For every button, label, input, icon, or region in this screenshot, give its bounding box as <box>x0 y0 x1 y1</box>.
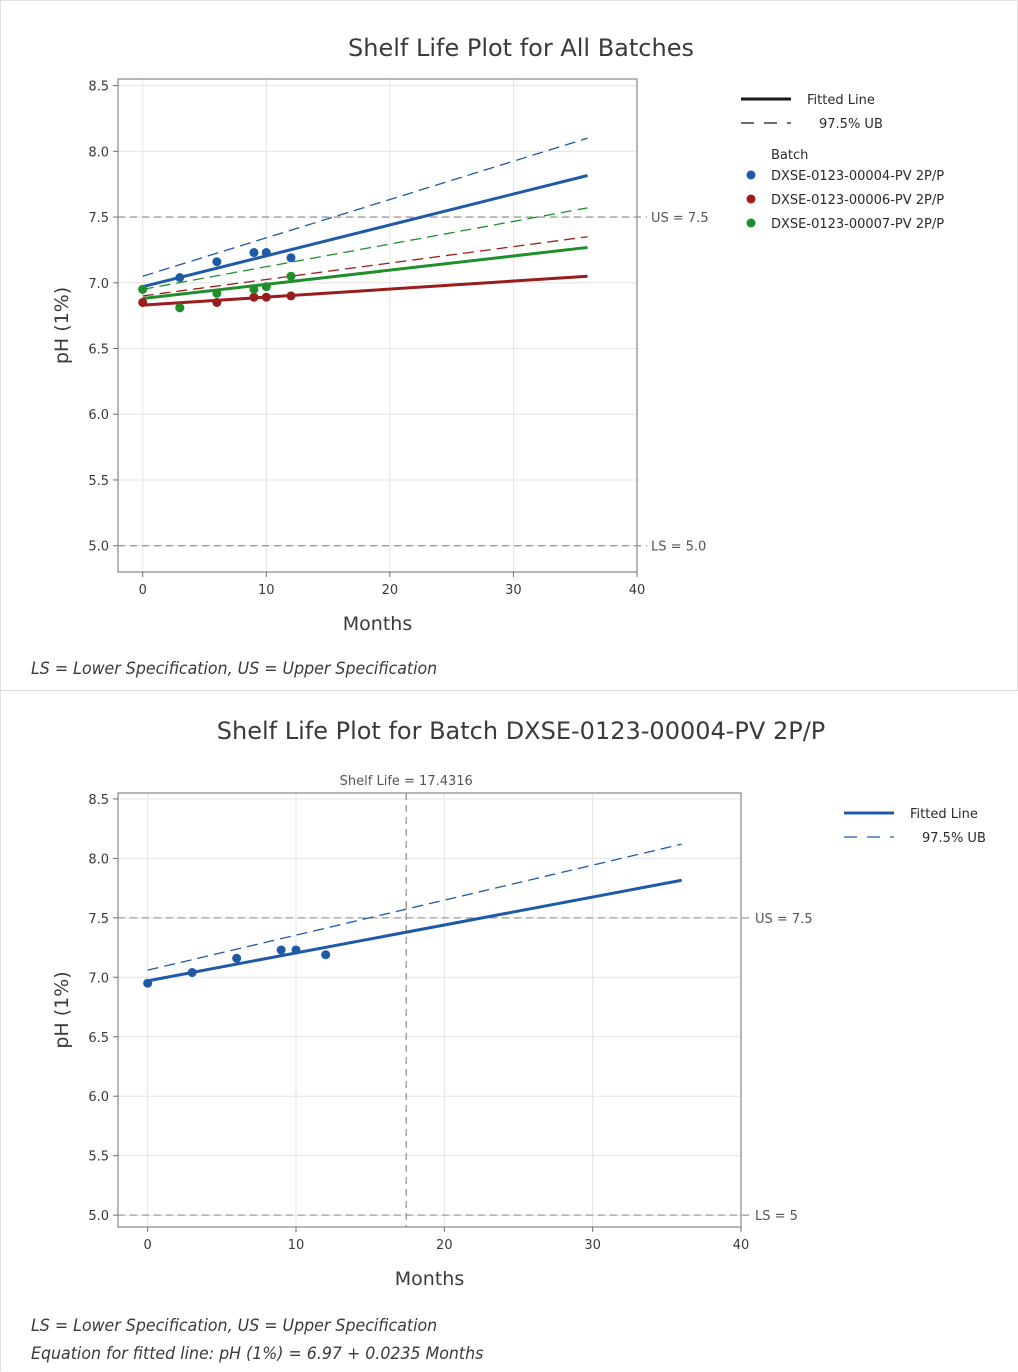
legend-ub-label: 97.5% UB <box>922 831 986 846</box>
y-tick-label: 7.0 <box>88 971 109 986</box>
y-axis-title: pH (1%) <box>51 971 73 1048</box>
chart-footnote: LS = Lower Specification, US = Upper Spe… <box>31 1316 438 1336</box>
y-tick-label: 5.5 <box>88 1150 109 1165</box>
legend-batch-label: DXSE-0123-00007-PV 2P/P <box>771 217 944 232</box>
data-point <box>249 292 259 302</box>
y-tick-label: 6.5 <box>88 1031 109 1046</box>
x-tick-label: 0 <box>144 1238 152 1253</box>
x-tick-label: 10 <box>288 1238 305 1253</box>
legend-batch-marker <box>746 170 756 180</box>
upper-bound-line <box>147 843 682 971</box>
spec-limit-label: LS = 5.0 <box>651 540 706 555</box>
data-point <box>276 945 286 955</box>
data-point <box>291 945 301 955</box>
x-tick-label: 40 <box>733 1238 750 1253</box>
data-point <box>286 271 296 281</box>
x-tick-label: 30 <box>505 583 522 598</box>
data-point <box>261 292 271 302</box>
spec-limit-label: US = 7.5 <box>755 912 813 927</box>
data-point <box>249 248 259 258</box>
data-point <box>286 253 296 263</box>
data-point <box>212 257 222 267</box>
x-tick-label: 0 <box>139 583 147 598</box>
chart-equation: Equation for fitted line: pH (1%) = 6.97… <box>31 1344 484 1364</box>
y-axis-title: pH (1%) <box>51 287 73 364</box>
chart-panel-all-batches: Shelf Life Plot for All Batches 0 10 20 30 40… <box>0 0 1018 690</box>
shelf-life-label: Shelf Life = 17.4316 <box>340 774 473 789</box>
data-point <box>321 950 331 960</box>
data-point <box>187 968 197 978</box>
spec-limit-label: LS = 5 <box>755 1209 798 1224</box>
fitted-line <box>142 174 588 289</box>
legend-ub-label: 97.5% UB <box>819 117 883 132</box>
x-tick-label: 30 <box>584 1238 601 1253</box>
legend-group-title: Batch <box>771 148 808 163</box>
y-tick-label: 8.0 <box>88 852 109 867</box>
y-tick-label: 5.0 <box>88 540 109 555</box>
chart-panel-batch-00004: Shelf Life Plot for Batch DXSE-0123-0000… <box>0 690 1018 1371</box>
chart-footnote: LS = Lower Specification, US = Upper Spe… <box>31 659 438 679</box>
y-tick-label: 6.0 <box>88 1090 109 1105</box>
data-point <box>249 284 259 294</box>
legend-batch-label: DXSE-0123-00004-PV 2P/P <box>771 169 944 184</box>
legend-batch-marker <box>746 218 756 228</box>
data-point <box>143 978 153 988</box>
legend-fitted-line-label: Fitted Line <box>910 807 978 822</box>
data-point <box>138 284 148 294</box>
spec-limit-label: US = 7.5 <box>651 211 709 226</box>
chart-all-batches: Shelf Life Plot for All Batches 0 10 20 30 40… <box>51 34 944 635</box>
y-tick-label: 7.0 <box>88 277 109 292</box>
data-point <box>212 297 222 307</box>
plot-frame <box>117 792 742 1228</box>
y-tick-label: 5.5 <box>88 474 109 489</box>
upper-bound-line <box>142 137 588 277</box>
data-point <box>212 288 222 298</box>
data-point <box>138 297 148 307</box>
x-tick-label: 40 <box>629 583 646 598</box>
chart-title: Shelf Life Plot for All Batches <box>348 34 694 62</box>
fitted-line <box>147 878 682 983</box>
x-tick-label: 20 <box>436 1238 453 1253</box>
legend-batch-marker <box>746 194 756 204</box>
data-point <box>232 953 242 963</box>
chart-batch-00004: Shelf Life Plot for Batch DXSE-0123-0000… <box>51 717 986 1290</box>
plot-frame <box>117 78 638 573</box>
upper-bound-line <box>142 207 588 290</box>
data-point <box>175 273 185 283</box>
y-tick-label: 5.0 <box>88 1209 109 1224</box>
y-tick-label: 6.5 <box>88 343 109 358</box>
y-tick-label: 8.5 <box>88 793 109 808</box>
legend-fitted-line-label: Fitted Line <box>807 93 875 108</box>
legend-batch-label: DXSE-0123-00006-PV 2P/P <box>771 193 944 208</box>
y-tick-label: 6.0 <box>88 408 109 423</box>
upper-bound-line <box>142 236 588 297</box>
y-tick-label: 7.5 <box>88 912 109 927</box>
data-point <box>261 248 271 258</box>
data-point <box>175 303 185 313</box>
x-tick-label: 20 <box>382 583 399 598</box>
y-tick-label: 8.5 <box>88 80 109 95</box>
y-tick-label: 8.0 <box>88 145 109 160</box>
x-tick-label: 10 <box>258 583 275 598</box>
chart-title: Shelf Life Plot for Batch DXSE-0123-0000… <box>217 717 826 745</box>
x-axis-title: Months <box>343 613 412 635</box>
data-point <box>286 291 296 301</box>
y-tick-label: 7.5 <box>88 211 109 226</box>
data-point <box>261 282 271 292</box>
x-axis-title: Months <box>395 1268 464 1290</box>
